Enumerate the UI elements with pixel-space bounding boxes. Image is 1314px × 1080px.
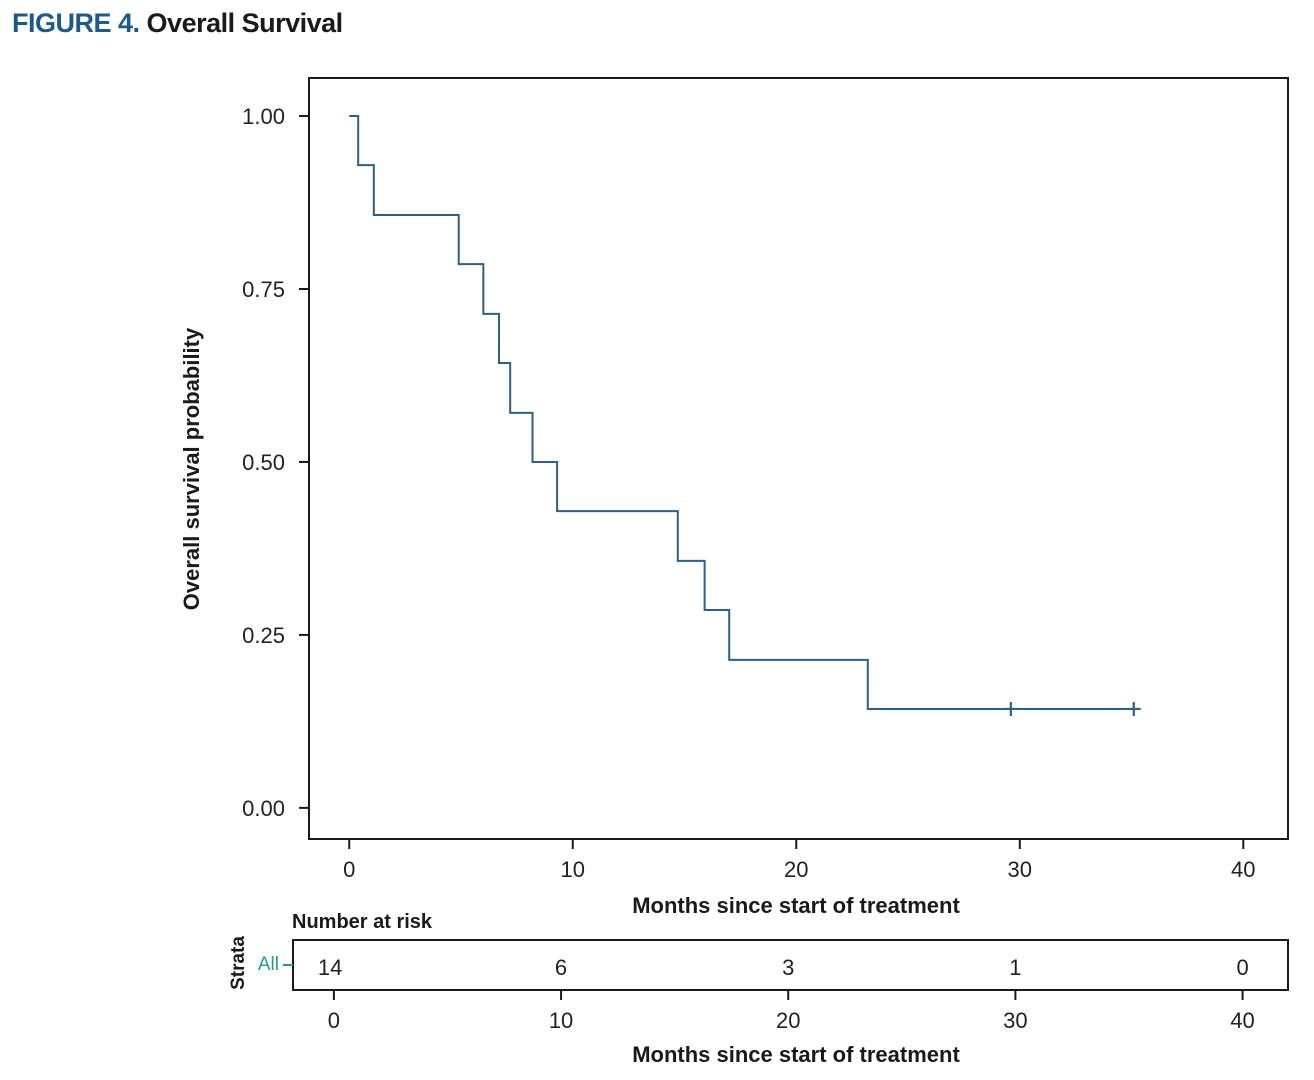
x-tick-label: 30 <box>1008 857 1032 882</box>
y-tick-label: 0.00 <box>242 796 285 821</box>
risk-x-tick-label: 20 <box>776 1008 800 1033</box>
figure-caption: FIGURE 4. Overall Survival <box>12 8 343 39</box>
x-tick-label: 40 <box>1231 857 1255 882</box>
risk-table: 14 6 3 1 00 10 20 30 40 <box>318 955 1255 1033</box>
y-tick-label: 0.75 <box>242 277 285 302</box>
risk-count: 3 <box>782 955 794 980</box>
risk-count: 1 <box>1009 955 1021 980</box>
strata-label-all: All <box>258 954 279 975</box>
risk-x-tick-label: 30 <box>1003 1008 1027 1033</box>
risk-count: 6 <box>555 955 567 980</box>
censor-mark <box>1126 701 1141 716</box>
censor-mark <box>1003 701 1018 716</box>
risk-x-tick-label: 40 <box>1230 1008 1254 1033</box>
y-tick-label: 0.25 <box>242 623 285 648</box>
y-axis-label: Overall survival probability <box>179 327 204 610</box>
y-tick-label: 0.50 <box>242 450 285 475</box>
risk-count: 14 <box>318 955 342 980</box>
risk-x-axis-label: Months since start of treatment <box>632 1042 960 1067</box>
x-tick-label: 20 <box>784 857 808 882</box>
plot-frame <box>308 77 1289 840</box>
strata-title: Strata <box>228 936 249 990</box>
risk-x-tick-label: 10 <box>549 1008 573 1033</box>
figure-title: Overall Survival <box>146 8 344 38</box>
figure-label: FIGURE 4. <box>12 8 140 38</box>
main-plot: 0.00 0.25 0.50 0.75 1.00 0 10 20 30 40 <box>242 104 1255 882</box>
x-tick-label: 0 <box>343 857 355 882</box>
x-tick-label: 10 <box>561 857 585 882</box>
survival-curve <box>349 115 1141 710</box>
risk-x-tick-label: 0 <box>328 1008 340 1033</box>
x-axis-label: Months since start of treatment <box>632 893 960 918</box>
risk-table-title: Number at risk <box>292 911 433 933</box>
y-tick-label: 1.00 <box>242 104 285 129</box>
risk-count: 0 <box>1236 955 1248 980</box>
